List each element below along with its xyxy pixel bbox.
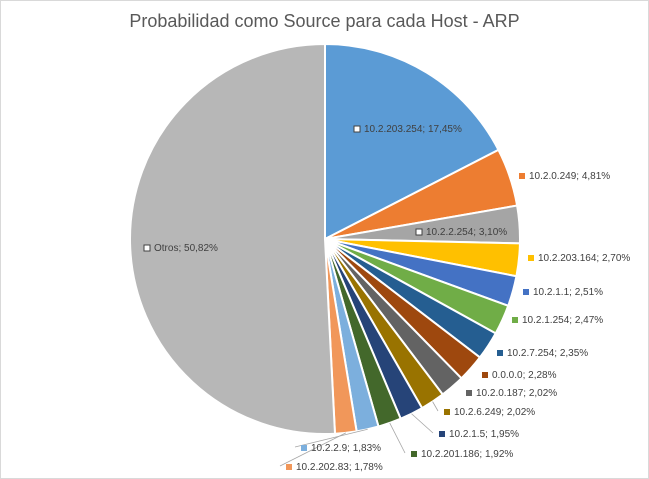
- label-marker: [497, 350, 503, 356]
- data-label: 10.2.201.186; 1,92%: [421, 449, 513, 460]
- data-label: 10.2.7.254; 2,35%: [507, 348, 588, 359]
- pie-slice: [324, 42, 500, 241]
- pie-slice: [129, 42, 337, 435]
- label-marker: [411, 451, 417, 457]
- data-label: 10.2.2.254; 3,10%: [426, 227, 507, 238]
- chart-title: Probabilidad como Source para cada Host …: [129, 11, 520, 31]
- leader-line: [389, 422, 406, 454]
- label-marker: [523, 289, 529, 295]
- data-label: 10.2.1.1; 2,51%: [533, 287, 603, 298]
- data-label: Otros; 50,82%: [154, 243, 218, 254]
- leader-line: [294, 428, 368, 448]
- data-label: 10.2.2.9; 1,83%: [311, 443, 381, 454]
- data-label: 10.2.0.187; 2,02%: [476, 388, 557, 399]
- label-marker: [143, 244, 151, 252]
- data-label: 10.2.203.254; 17,45%: [364, 124, 462, 135]
- label-marker: [301, 445, 307, 451]
- label-marker: [415, 228, 423, 236]
- data-label: 0.0.0.0; 2,28%: [492, 370, 557, 381]
- label-marker: [482, 372, 488, 378]
- leader-line: [279, 432, 347, 467]
- data-label: 10.2.0.249; 4,81%: [529, 171, 610, 182]
- label-marker: [466, 390, 472, 396]
- data-label: 10.2.202.83; 1,78%: [296, 462, 383, 473]
- data-label: 10.2.1.5; 1,95%: [449, 429, 519, 440]
- label-marker: [353, 125, 361, 133]
- data-label: 10.2.6.249; 2,02%: [454, 407, 535, 418]
- label-marker: [512, 317, 518, 323]
- data-label: 10.2.1.254; 2,47%: [522, 315, 603, 326]
- leader-line: [411, 413, 434, 434]
- label-marker: [286, 464, 292, 470]
- leader-line: [432, 401, 439, 412]
- label-marker: [439, 431, 445, 437]
- label-marker: [528, 255, 534, 261]
- label-marker: [519, 173, 525, 179]
- data-label: 10.2.203.164; 2,70%: [538, 253, 630, 264]
- label-marker: [444, 409, 450, 415]
